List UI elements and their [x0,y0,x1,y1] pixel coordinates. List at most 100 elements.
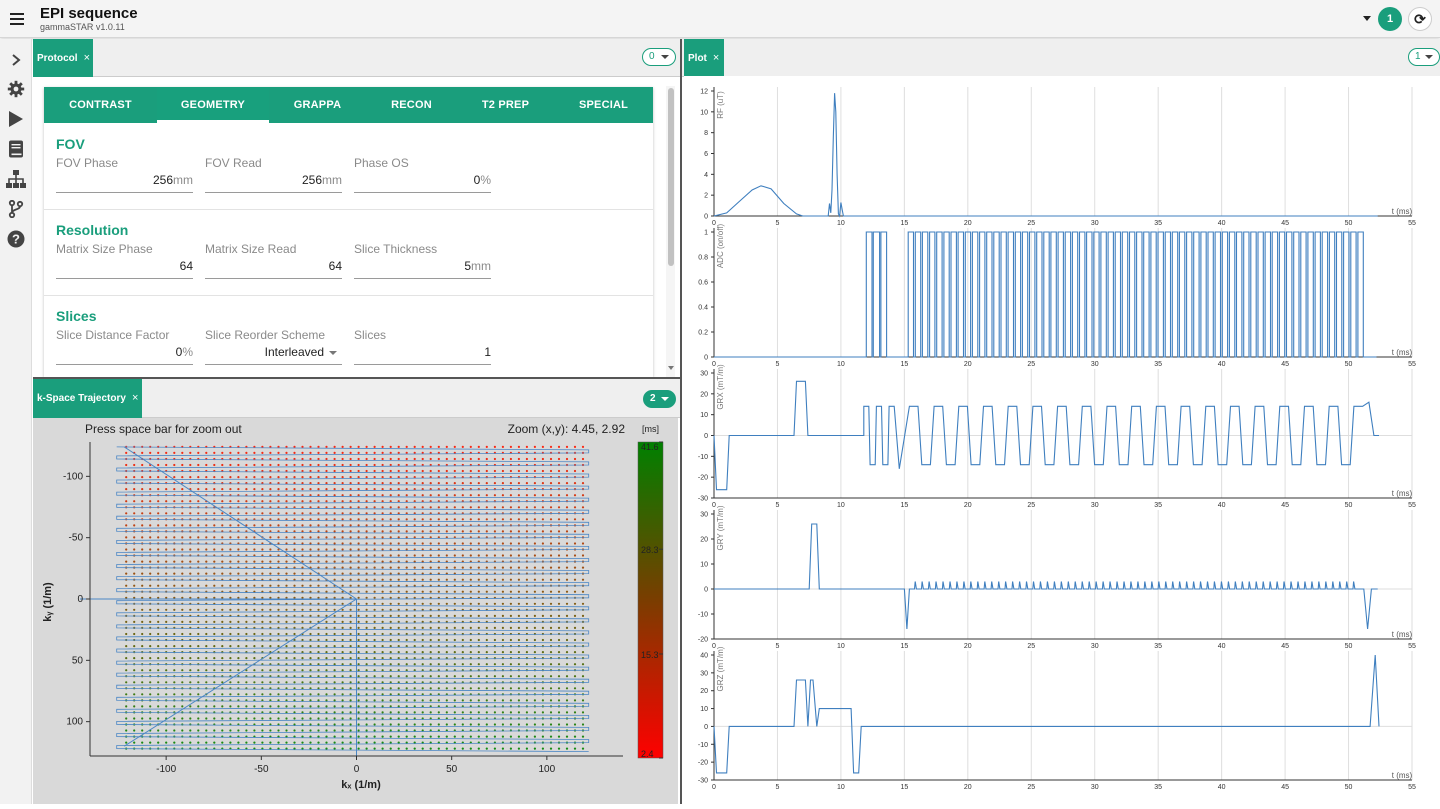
help-icon[interactable]: ? [5,228,27,250]
user-badge[interactable]: 1 [1378,7,1402,31]
kspace-sample-point [429,741,432,744]
kspace-sample-point [373,590,376,593]
hamburger-menu-icon[interactable] [10,13,24,25]
kspace-sample-point [285,572,288,575]
kspace-sample-point [549,530,553,533]
sequence-plot-area[interactable]: 0 5 10 15 20 25 30 35 40 45 50 55 0 2 4 6 8 10 12 RF (uT) t … [684,76,1440,804]
kspace-sample-point [517,506,520,509]
tab-t2-prep[interactable]: T2 PREP [481,99,530,111]
kspace-sample-point [317,602,320,605]
scroll-down-arrow-icon[interactable] [668,366,674,370]
tab-kspace-trajectory[interactable]: k-Space Trajectory × [33,379,142,418]
phase-os-input[interactable]: 0% [354,173,491,193]
tab-grappa[interactable]: GRAPPA [293,99,342,111]
tab-special[interactable]: SPECIAL [578,99,629,111]
kspace-sample-point [541,566,544,569]
matrix-size-read-input[interactable]: 64 [205,259,342,279]
kspace-sample-point [125,608,128,611]
protocol-scrollbar-thumb[interactable] [668,88,674,266]
field-value: 256 [152,173,173,187]
panel-splitter-horizontal[interactable] [33,377,680,379]
kspace-sample-point [293,451,296,454]
y-tick-label: 10 [700,109,708,116]
kspace-sample-point [253,451,256,454]
sync-icon[interactable]: ⟳ [1408,7,1432,31]
kspace-sample-point [173,741,176,744]
kspace-sample-point [509,614,512,617]
kspace-sample-point [429,747,432,750]
kspace-sample-point [413,657,416,660]
kspace-sample-point [557,663,561,666]
kspace-sample-point [477,614,480,617]
kspace-sample-point [317,651,320,654]
kspace-trajectory-chart[interactable]: Press space bar for zoom out Zoom (x,y):… [33,418,678,804]
tab-recon[interactable]: RECON [391,99,432,111]
close-icon[interactable]: × [83,52,90,64]
kspace-sample-point [461,566,464,569]
close-icon[interactable]: × [712,52,720,64]
close-icon[interactable]: × [131,392,139,404]
matrix-size-phase-input[interactable]: 64 [56,259,193,279]
app-title: EPI sequence [40,5,138,22]
kspace-sample-point [149,536,152,539]
kspace-sample-point [381,717,384,720]
kspace-sample-point [325,626,328,629]
x-tick-label: 5 [776,220,780,227]
x-tick-label: 40 [1218,220,1226,227]
chevron-right-icon[interactable] [5,49,27,71]
kspace-sample-point [261,560,264,563]
kspace-sample-point [509,530,512,533]
tab-contrast[interactable]: CONTRAST [69,99,132,111]
protocol-pill-select[interactable]: 0 [642,48,676,66]
plot-pill-select[interactable]: 1 [1408,48,1440,66]
kspace-sample-point [317,457,320,461]
sitemap-icon[interactable] [5,168,27,190]
chevron-down-icon[interactable] [1363,16,1371,21]
kspace-sample-point [333,681,336,684]
kspace-sample-point [437,554,440,557]
kspace-sample-point [141,536,144,539]
tab-plot[interactable]: Plot × [684,39,724,77]
kspace-sample-point [373,445,376,448]
kspace-sample-point [253,500,256,503]
kspace-sample-point [413,741,416,744]
kspace-sample-point [349,651,352,654]
book-icon[interactable] [5,138,27,160]
kspace-sample-point [453,445,456,448]
kspace-sample-point [429,723,432,726]
slice-reorder-select[interactable]: Interleaved [205,345,342,365]
kspace-sample-point [533,554,536,557]
kspace-sample-point [493,590,496,593]
play-icon[interactable] [5,108,27,130]
kspace-sample-point [317,578,320,581]
kspace-pill-select[interactable]: 2 [643,390,676,408]
gear-icon[interactable] [5,78,27,100]
kspace-sample-point [237,488,240,491]
panel-splitter-vertical[interactable] [680,39,682,804]
fov-read-input[interactable]: 256mm [205,173,342,193]
kspace-sample-point [373,626,376,629]
kspace-sample-point [549,554,553,557]
kspace-sample-point [277,699,280,702]
kspace-sample-point [325,457,328,461]
slice-thickness-input[interactable]: 5mm [354,259,491,279]
kspace-plot-area[interactable]: Press space bar for zoom out Zoom (x,y):… [33,418,678,804]
kspace-sample-point [365,560,368,563]
kspace-sample-point [341,651,344,654]
slice-distance-factor-input[interactable]: 0% [56,345,193,365]
kspace-sample-point [573,469,577,473]
field-label: FOV Phase [56,156,119,170]
kspace-sample-point [325,596,328,599]
kspace-sample-point [493,530,496,533]
tab-protocol[interactable]: Protocol × [33,39,93,77]
tab-geometry[interactable]: GEOMETRY [157,87,269,123]
kspace-sample-point [581,723,585,726]
x-tick-label: 50 [1345,784,1353,791]
slices-input[interactable]: 1 [354,345,491,365]
kspace-sample-point [573,445,577,448]
fov-phase-input[interactable]: 256mm [56,173,193,193]
branch-icon[interactable] [5,198,27,220]
kspace-sample-point [429,693,432,696]
kspace-sample-point [373,669,376,672]
